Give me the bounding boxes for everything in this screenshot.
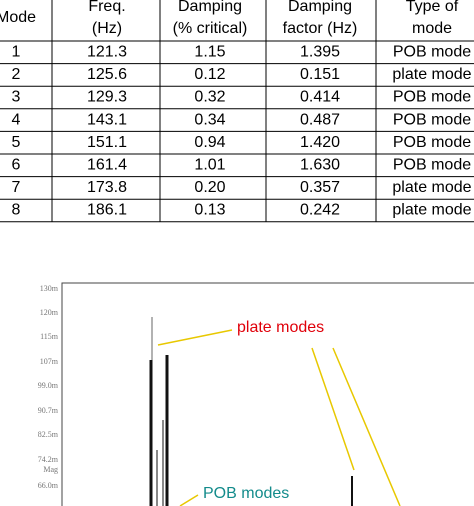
spectrum-peaks xyxy=(149,317,353,506)
table-cell: plate mode xyxy=(392,179,471,196)
y-label: 99.0m xyxy=(38,381,59,390)
table-cell: 0.357 xyxy=(300,179,340,196)
table-cell: 125.6 xyxy=(87,66,127,83)
y-label: 130m xyxy=(40,284,59,293)
y-label: 120m xyxy=(40,308,59,317)
y-label: 66.0m xyxy=(38,481,59,490)
table-cell: 0.20 xyxy=(194,179,225,196)
table-cell: 2 xyxy=(12,66,21,83)
table-cell: 1.15 xyxy=(194,44,225,61)
table-cell: 0.12 xyxy=(194,66,225,83)
header-cell: Freq. xyxy=(88,0,125,15)
y-label: 115m xyxy=(40,332,59,341)
table-cell: 121.3 xyxy=(87,44,127,61)
leader-lines xyxy=(157,329,401,506)
y-label: 74.2m xyxy=(38,455,59,464)
y-label: Mag xyxy=(43,465,58,474)
table-cell: 0.151 xyxy=(300,66,340,83)
table-cell: 0.94 xyxy=(194,134,225,151)
header-cell: Type of xyxy=(406,0,459,15)
table-cell: 186.1 xyxy=(87,202,127,219)
table-cell: 3 xyxy=(12,89,21,106)
y-label: 107m xyxy=(40,357,59,366)
table-cell: 0.414 xyxy=(300,89,340,106)
annotation: POB modes xyxy=(203,485,289,502)
table: Mode Freq. (Hz) Damping (% critical) Damping f… xyxy=(0,0,474,223)
table-cell: 173.8 xyxy=(87,179,127,196)
y-label: 90.7m xyxy=(38,406,59,415)
header-cell: (Hz) xyxy=(92,20,122,37)
table-cell: 5 xyxy=(12,134,21,151)
y-label: 82.5m xyxy=(38,430,59,439)
header-cell: mode xyxy=(412,20,452,37)
table-cell: 0.13 xyxy=(194,202,225,219)
table-cell: 0.242 xyxy=(300,202,340,219)
table-cell: POB mode xyxy=(393,44,471,61)
table-cell: 1.420 xyxy=(300,134,340,151)
table-cell: 1.395 xyxy=(300,44,340,61)
table-cell: 1.630 xyxy=(300,157,340,174)
header-cell: factor (Hz) xyxy=(283,20,358,37)
header-cell: Mode xyxy=(0,9,36,26)
table-cell: POB mode xyxy=(393,89,471,106)
table-cell: POB mode xyxy=(393,111,471,128)
table-cell: 4 xyxy=(12,111,21,128)
table-cell: 8 xyxy=(12,202,21,219)
table-cell: 7 xyxy=(12,179,21,196)
annotation: plate modes xyxy=(237,319,324,336)
table-cell: POB mode xyxy=(393,157,471,174)
header-cell: Damping xyxy=(288,0,352,15)
table-cell: 6 xyxy=(12,157,21,174)
table-cell: 151.1 xyxy=(87,134,127,151)
table-cell: 129.3 xyxy=(87,89,127,106)
table-cell: 161.4 xyxy=(87,157,127,174)
table-cell: 143.1 xyxy=(87,111,127,128)
table-cell: POB mode xyxy=(393,134,471,151)
table-cell: 1 xyxy=(12,44,21,61)
table-cell: 1.01 xyxy=(194,157,225,174)
table-cell: 0.487 xyxy=(300,111,340,128)
header-cell: Damping xyxy=(178,0,242,15)
plot-frame xyxy=(61,282,474,506)
table-cell: plate mode xyxy=(392,202,471,219)
table-cell: 0.32 xyxy=(194,89,225,106)
table-cell: plate mode xyxy=(392,66,471,83)
header-cell: (% critical) xyxy=(173,20,248,37)
table-cell: 0.34 xyxy=(194,111,225,128)
